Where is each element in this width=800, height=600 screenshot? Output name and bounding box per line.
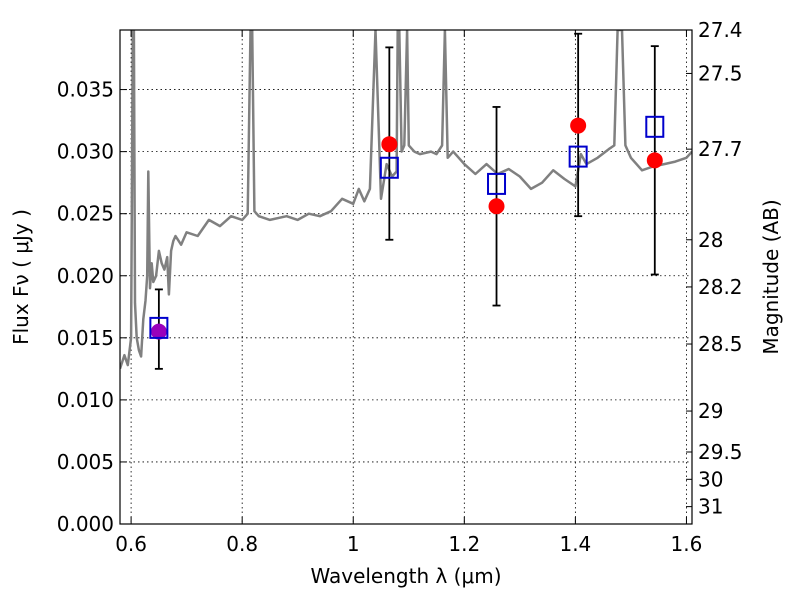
photometry-markers [149,115,665,340]
x-tick-label: 1 [347,532,360,556]
y-tick-label: 0.010 [57,388,114,412]
observed-flux-point [381,136,398,153]
model-flux-point [645,115,665,138]
x-tick-label: 0.6 [115,532,147,556]
observed-flux-point [488,198,505,215]
right-axis-label: Magnitude (AB) [759,199,783,354]
model-flux-point [487,172,507,195]
x-tick-label: 1.6 [671,532,703,556]
right-tick-label: 30 [698,467,723,491]
right-tick-label: 29 [698,399,723,423]
right-tick-label: 27.5 [698,61,743,85]
y-axis-ticks: 0.000 0.005 0.010 0.015 0.020 0.025 0.030 0.035 [57,78,127,536]
y-tick-label: 0.035 [57,78,114,102]
y-tick-label: 0.005 [57,450,114,474]
right-tick-label: 29.5 [698,440,743,464]
x-axis-label: Wavelength λ (μm) [310,564,501,588]
right-tick-label: 28.5 [698,332,743,356]
x-tick-label: 1.4 [559,532,591,556]
right-tick-label: 27.4 [698,18,743,42]
x-tick-label: 0.8 [226,532,258,556]
model-flux-point [568,145,588,168]
plot-area [120,30,692,370]
spectrum-line [120,30,692,370]
observed-flux-point [570,117,587,134]
y-axis-label: Flux Fν ( μJy ) [9,209,33,345]
x-axis-ticks: 0.6 0.8 1 1.2 1.4 1.6 [115,30,702,556]
y-tick-label: 0.030 [57,140,114,164]
y-tick-label: 0.020 [57,264,114,288]
x-tick-label: 1.2 [448,532,480,556]
y-tick-label: 0.000 [57,512,114,536]
observed-flux-point [646,152,663,169]
right-tick-label: 28 [698,228,723,252]
model-flux-point [149,316,169,339]
right-tick-label: 28.2 [698,275,743,299]
observed-flux-point [150,323,167,340]
plot-frame [119,29,693,525]
y-tick-label: 0.015 [57,326,114,350]
right-axis-ticks: 27.4 27.5 27.7 28 28.2 28.5 29 29.5 30 31 [686,18,743,519]
right-tick-label: 27.7 [698,137,743,161]
y-tick-label: 0.025 [57,202,114,226]
right-tick-label: 31 [698,495,723,519]
model-flux-point [379,156,399,179]
